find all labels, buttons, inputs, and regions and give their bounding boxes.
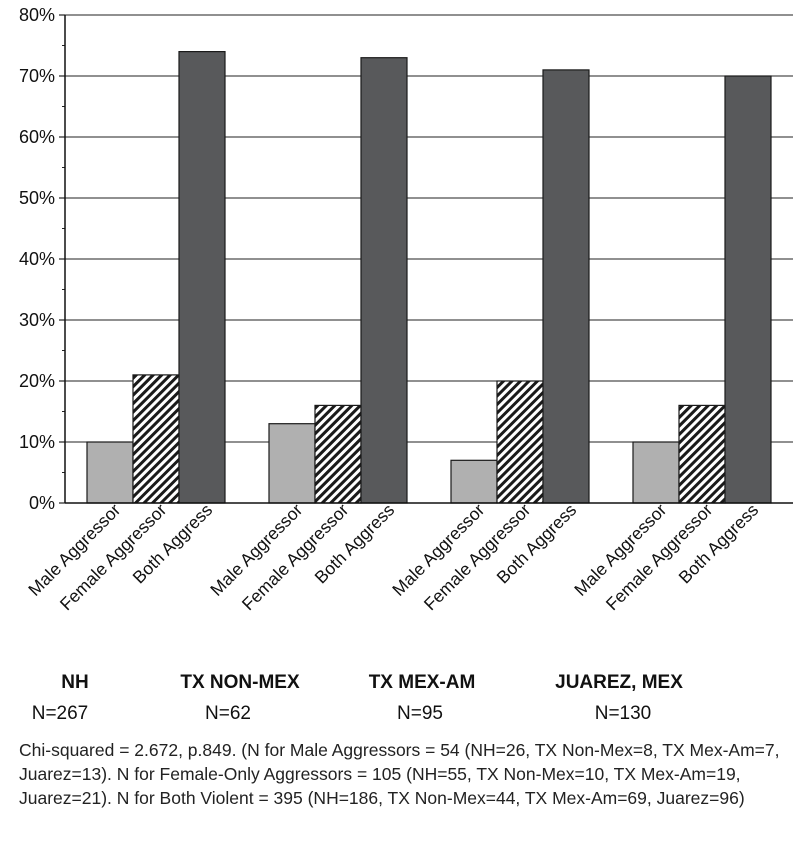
bar-chart: 0% 10% 20% 30% 40% 50% 60% 70% 80% Male Aggresso… — [19, 5, 793, 615]
x-tick-label: Both Aggress — [311, 500, 399, 588]
bar — [496, 380, 544, 504]
group-n-count: N=267 — [31, 703, 89, 724]
bar — [632, 441, 680, 504]
bar — [450, 459, 498, 504]
x-tick-label: Both Aggress — [493, 500, 581, 588]
group-n-count: N=62 — [205, 703, 251, 724]
group-name: NH — [61, 672, 89, 693]
y-tick-label: 70% — [19, 66, 55, 86]
group-n-count: N=130 — [594, 703, 652, 724]
bar — [542, 69, 590, 504]
x-tick-label: Both Aggress — [675, 500, 763, 588]
bar — [678, 404, 726, 504]
group-name: TX MEX-AM — [368, 672, 476, 693]
y-tick-label: 20% — [19, 371, 55, 391]
y-tick-label: 60% — [19, 127, 55, 147]
y-tick-label: 10% — [19, 432, 55, 452]
bar — [178, 50, 226, 504]
chart-footnote: Chi-squared = 2.672, p.849. (N for Male … — [19, 740, 780, 808]
bar — [268, 423, 316, 504]
axes: 0% 10% 20% 30% 40% 50% 60% 70% 80% — [19, 5, 793, 513]
group-name: TX NON-MEX — [180, 672, 300, 693]
bar — [314, 404, 362, 504]
y-tick-label: 0% — [29, 493, 55, 513]
group-name: JUAREZ, MEX — [555, 672, 683, 693]
y-tick-label: 50% — [19, 188, 55, 208]
bar — [86, 441, 134, 504]
bars — [86, 50, 772, 504]
bar — [132, 374, 180, 504]
bar — [360, 57, 408, 504]
y-tick-label: 40% — [19, 249, 55, 269]
bar — [724, 75, 772, 504]
x-tick-label: Both Aggress — [129, 500, 217, 588]
group-n-count: N=95 — [397, 703, 443, 724]
y-tick-label: 80% — [19, 5, 55, 25]
y-tick-label: 30% — [19, 310, 55, 330]
